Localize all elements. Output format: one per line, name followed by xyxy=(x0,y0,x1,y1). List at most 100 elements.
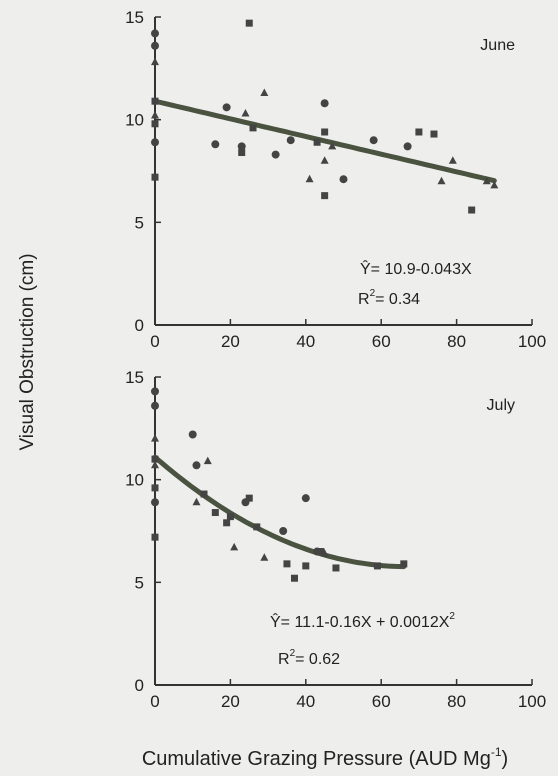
july-point-square xyxy=(332,564,340,572)
panel-june-r2: R2= 0.34 xyxy=(358,288,420,308)
june-y-tick-label: 10 xyxy=(125,111,144,130)
june-point-square xyxy=(321,128,329,136)
panel-july-title: July xyxy=(487,397,515,414)
june-point-square xyxy=(249,124,257,132)
june-x-tick-label: 80 xyxy=(447,332,466,351)
june-point-square xyxy=(430,130,438,138)
june-point-triangle xyxy=(151,57,159,66)
june-point-circle xyxy=(151,41,159,50)
june-point-circle xyxy=(211,140,220,149)
panel-june-equation: Ŷ= 10.9-0.043X xyxy=(360,259,472,278)
july-x-tick-label: 40 xyxy=(296,692,315,711)
panel-july-r2-sup: 2 xyxy=(290,648,296,659)
june-point-circle xyxy=(151,29,159,38)
june-point-circle xyxy=(151,138,159,147)
july-y-tick-label: 10 xyxy=(125,471,144,490)
june-point-square xyxy=(238,149,246,157)
july-point-circle xyxy=(301,494,310,503)
june-x-tick-label: 60 xyxy=(372,332,391,351)
july-fit-line xyxy=(152,454,407,570)
july-y-tick-label: 0 xyxy=(135,676,144,695)
june-x-tick-label: 100 xyxy=(518,332,546,351)
june-point-triangle xyxy=(151,111,159,119)
june-x-tick-label: 0 xyxy=(150,332,159,351)
july-point-square xyxy=(290,574,298,582)
june-point-square xyxy=(313,138,321,146)
panel-july-equation: Ŷ= 11.1-0.16X + 0.0012X2 xyxy=(270,611,455,631)
june-point-triangle xyxy=(305,174,314,183)
june-point-triangle xyxy=(482,176,491,185)
june-y-tick-label: 0 xyxy=(135,316,144,335)
july-point-square xyxy=(400,560,408,568)
panel-june-r2-label: R xyxy=(358,291,370,308)
june-point-triangle xyxy=(320,156,329,164)
july-point-circle xyxy=(192,461,201,470)
june-point-circle xyxy=(286,136,295,145)
june-y-tick-label: 15 xyxy=(125,8,144,27)
june-point-circle xyxy=(222,103,231,112)
june-point-square xyxy=(321,192,329,200)
x-axis-label-close: ) xyxy=(502,748,509,770)
july-point-triangle xyxy=(260,553,269,561)
july-point-triangle xyxy=(151,460,159,469)
x-axis-label-main: Cumulative Grazing Pressure (AUD Mg xyxy=(142,748,491,770)
y-axis-label: Visual Obstruction (cm) xyxy=(17,253,38,450)
july-point-square xyxy=(245,494,253,502)
panel-july-r2-label: R xyxy=(278,651,290,668)
june-point-triangle xyxy=(260,88,269,96)
july-x-tick-label: 60 xyxy=(372,692,391,711)
panel-june: June Ŷ= 10.9-0.043X R2= 0.34 0 20 40 60 80 10… xyxy=(125,8,546,351)
july-point-square xyxy=(226,513,234,521)
july-point-circle xyxy=(279,527,288,535)
july-y-tick-label: 15 xyxy=(125,368,144,387)
july-point-square xyxy=(317,548,325,556)
july-point-square xyxy=(373,562,381,570)
june-point-circle xyxy=(271,150,280,159)
panel-june-r2-value: = 0.34 xyxy=(375,291,420,308)
july-point-square xyxy=(283,560,291,568)
july-point-circle xyxy=(188,430,197,439)
july-point-square xyxy=(200,490,208,498)
june-point-triangle xyxy=(490,180,499,189)
june-x-tick-label: 40 xyxy=(296,332,315,351)
panel-july-r2-value: = 0.62 xyxy=(295,651,340,668)
june-fit-line xyxy=(152,98,497,184)
june-point-square xyxy=(245,19,253,27)
june-point-square xyxy=(468,206,476,214)
july-point-square xyxy=(302,562,310,570)
july-point-triangle xyxy=(320,549,329,557)
july-point-triangle xyxy=(151,434,159,442)
panel-june-r2-sup: 2 xyxy=(370,288,376,299)
july-point-square xyxy=(151,484,159,492)
july-x-tick-label: 80 xyxy=(447,692,466,711)
june-point-triangle xyxy=(328,141,337,150)
june-point-triangle xyxy=(437,176,446,185)
panel-july-equation-sup: 2 xyxy=(449,611,455,622)
june-point-circle xyxy=(403,142,412,151)
panel-june-title: June xyxy=(480,37,515,54)
july-point-square xyxy=(211,509,219,517)
x-axis-label: Cumulative Grazing Pressure (AUD Mg-1) xyxy=(142,745,508,770)
july-x-tick-label: 20 xyxy=(221,692,240,711)
july-point-circle xyxy=(151,498,159,507)
june-point-circle xyxy=(339,175,348,184)
panel-july-r2: R2= 0.62 xyxy=(278,648,340,668)
panel-july: July Ŷ= 11.1-0.16X + 0.0012X2 R2= 0.62 0… xyxy=(125,368,546,711)
panel-july-equation-text: Ŷ= 11.1-0.16X + 0.0012X xyxy=(270,612,450,631)
july-point-triangle xyxy=(203,456,212,465)
june-point-triangle xyxy=(241,109,250,117)
july-point-square xyxy=(151,533,159,541)
july-x-tick-label: 0 xyxy=(150,692,159,711)
july-point-triangle xyxy=(230,542,239,551)
june-point-circle xyxy=(320,99,329,108)
june-point-square xyxy=(415,128,423,136)
june-point-circle xyxy=(369,136,378,145)
july-point-circle xyxy=(151,387,159,396)
july-point-square xyxy=(151,455,159,463)
july-point-triangle xyxy=(192,497,201,506)
june-point-square xyxy=(151,120,159,128)
june-x-tick-label: 20 xyxy=(221,332,240,351)
july-y-tick-label: 5 xyxy=(135,573,144,592)
july-point-square xyxy=(253,523,261,531)
x-axis-label-sup: -1 xyxy=(491,745,502,759)
